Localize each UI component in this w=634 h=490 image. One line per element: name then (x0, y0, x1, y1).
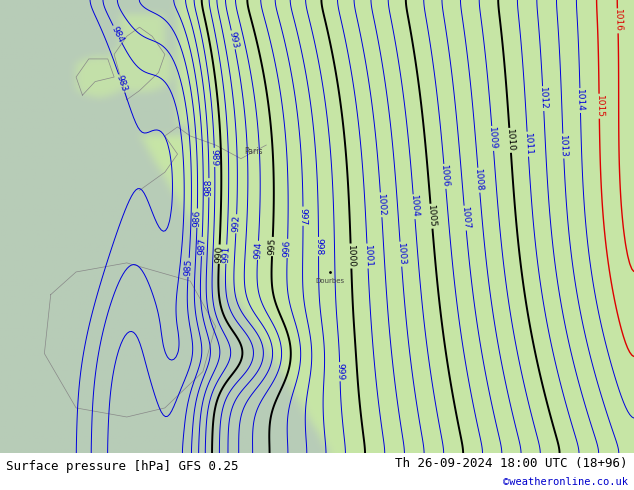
Text: 1009: 1009 (488, 126, 498, 150)
Text: 996: 996 (283, 240, 292, 257)
Text: 1015: 1015 (595, 95, 604, 118)
Text: 995: 995 (268, 238, 277, 255)
Text: 1008: 1008 (474, 169, 484, 192)
Text: 1004: 1004 (409, 195, 420, 219)
Text: 1011: 1011 (522, 132, 533, 156)
Text: 997: 997 (299, 208, 307, 225)
Text: 1003: 1003 (396, 243, 406, 266)
Text: 994: 994 (253, 242, 263, 259)
Text: 985: 985 (184, 259, 193, 276)
Text: 1000: 1000 (346, 245, 356, 268)
Text: 1014: 1014 (576, 89, 585, 112)
Text: Paris: Paris (244, 147, 263, 156)
Text: 992: 992 (231, 215, 241, 233)
Text: 1006: 1006 (439, 165, 450, 188)
Text: 983: 983 (115, 74, 129, 93)
Text: 998: 998 (314, 238, 323, 255)
Text: 1016: 1016 (613, 9, 623, 32)
Text: Dourbes: Dourbes (315, 278, 344, 284)
Text: 1002: 1002 (376, 193, 386, 217)
Text: 1005: 1005 (426, 204, 437, 228)
Text: 993: 993 (227, 30, 240, 49)
Text: Th 26-09-2024 18:00 UTC (18+96): Th 26-09-2024 18:00 UTC (18+96) (395, 457, 628, 470)
Text: 990: 990 (214, 245, 224, 263)
Text: 984: 984 (110, 24, 126, 44)
Text: 999: 999 (335, 363, 345, 380)
Text: 989: 989 (210, 148, 219, 166)
Text: 987: 987 (197, 238, 207, 255)
Text: 1013: 1013 (559, 134, 568, 158)
Text: ©weatheronline.co.uk: ©weatheronline.co.uk (503, 477, 628, 487)
Text: 1012: 1012 (538, 87, 548, 110)
Text: 1010: 1010 (505, 128, 515, 152)
Text: 991: 991 (221, 245, 231, 263)
Text: 986: 986 (193, 209, 202, 227)
Text: Surface pressure [hPa] GFS 0.25: Surface pressure [hPa] GFS 0.25 (6, 460, 239, 473)
Text: 1007: 1007 (460, 206, 470, 230)
Text: 988: 988 (204, 179, 214, 196)
Text: 1001: 1001 (363, 245, 373, 268)
